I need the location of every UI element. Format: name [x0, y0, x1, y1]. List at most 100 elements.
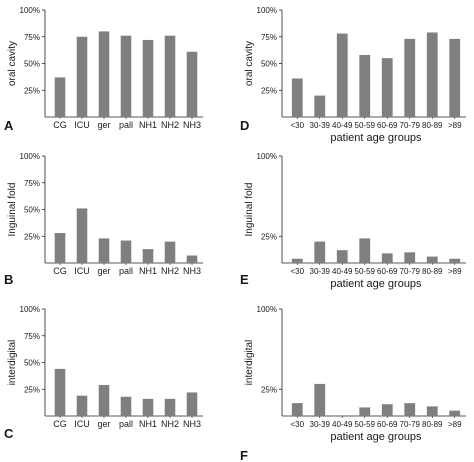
x-tick-label: NH2	[161, 419, 179, 429]
x-tick-label: <30	[290, 420, 304, 429]
y-tick-label: 50%	[24, 359, 40, 368]
x-tick-label: >89	[448, 420, 462, 429]
x-tick-label: ger	[97, 120, 110, 130]
x-tick-label: >89	[448, 267, 462, 276]
chart-panel-c: 25% 50% 75% 100% CG ICU ger pall NH1 NH2 NH3 interd…	[4, 305, 203, 441]
y-tick-label: 100%	[20, 6, 40, 15]
y-axis-label: Inguinal fold	[7, 183, 18, 237]
bar-6	[186, 392, 198, 416]
x-tick-label: pall	[119, 120, 133, 130]
bar-7	[449, 410, 461, 416]
bar-4	[381, 404, 393, 416]
y-tick-label: 100%	[257, 305, 277, 314]
x-tick-label: NH3	[183, 419, 201, 429]
bar-0	[54, 233, 66, 263]
bar-3	[120, 35, 132, 117]
bar-1	[314, 383, 326, 416]
y-axis-label: interdigital	[7, 340, 18, 386]
bar-5	[164, 35, 176, 117]
y-axis-label: oral cavity	[7, 41, 18, 86]
x-tick-label: 40-49	[332, 420, 353, 429]
x-tick-label: 80-89	[422, 121, 443, 130]
x-tick-label: NH3	[183, 120, 201, 130]
y-tick-label: 75%	[24, 33, 40, 42]
bar-6	[186, 51, 198, 118]
y-tick-label: 25%	[261, 232, 277, 241]
x-tick-label: CG	[53, 120, 67, 130]
panel-label: B	[4, 272, 13, 287]
bar-3	[359, 407, 371, 416]
y-tick-label: 50%	[261, 60, 277, 69]
x-tick-label: 60-69	[377, 121, 398, 130]
bar-3	[120, 396, 132, 416]
bar-2	[336, 33, 348, 117]
x-tick-label: CG	[53, 419, 67, 429]
panel-label: D	[240, 118, 249, 133]
x-tick-label: 30-39	[310, 121, 331, 130]
bar-2	[98, 238, 110, 263]
y-tick-label: 25%	[24, 86, 40, 95]
bar-0	[291, 403, 303, 416]
x-tick-label: >89	[448, 121, 462, 130]
bar-4	[381, 253, 393, 263]
x-tick-label: ICU	[74, 419, 90, 429]
bar-0	[54, 77, 66, 117]
x-tick-label: 50-59	[355, 121, 376, 130]
x-tick-label: 40-49	[332, 267, 353, 276]
y-axis-label: oral cavity	[244, 41, 255, 86]
bar-3	[359, 54, 371, 117]
bar-1	[76, 36, 88, 117]
chart-panel-a: 25% 50% 75% 100% CG ICU ger pall NH1 NH2 NH3 oral c…	[4, 6, 203, 133]
chart-panel-b: 25% 50% 75% 100% CG ICU ger pall NH1 NH2 NH3 Inguin…	[4, 152, 203, 287]
bar-7	[449, 38, 461, 117]
bar-4	[142, 249, 154, 263]
x-tick-label: 80-89	[422, 267, 443, 276]
bar-5	[404, 403, 416, 416]
x-tick-label: NH1	[139, 266, 157, 276]
y-tick-label: 75%	[24, 332, 40, 341]
bar-6	[426, 256, 438, 263]
panel-label: E	[240, 272, 249, 287]
bar-6	[426, 32, 438, 117]
bar-0	[291, 258, 303, 263]
x-tick-label: NH3	[183, 266, 201, 276]
x-tick-label: 70-79	[400, 121, 421, 130]
x-tick-label: 50-59	[355, 267, 376, 276]
x-tick-label: <30	[290, 267, 304, 276]
chart-panel-e: 25% 100% <30 30-39 40-49 50-59 60-69 70-79 80-89…	[240, 152, 466, 290]
bar-1	[76, 395, 88, 416]
bar-4	[142, 39, 154, 117]
bar-5	[404, 252, 416, 263]
x-tick-label: pall	[119, 419, 133, 429]
y-tick-label: 75%	[261, 33, 277, 42]
x-tick-label: ICU	[74, 120, 90, 130]
bar-4	[142, 398, 154, 416]
x-tick-label: 80-89	[422, 420, 443, 429]
x-tick-label: 60-69	[377, 267, 398, 276]
x-axis-label: patient age groups	[330, 431, 422, 443]
x-tick-label: CG	[53, 266, 67, 276]
y-tick-label: 100%	[20, 305, 40, 314]
y-tick-label: 50%	[24, 206, 40, 215]
bar-1	[76, 208, 88, 263]
bar-5	[164, 241, 176, 263]
x-tick-label: <30	[290, 121, 304, 130]
x-tick-label: 60-69	[377, 420, 398, 429]
bar-3	[120, 240, 132, 263]
bar-5	[404, 38, 416, 117]
x-tick-label: 70-79	[400, 420, 421, 429]
bar-2	[98, 384, 110, 416]
bar-3	[359, 238, 371, 263]
x-axis-label: patient age groups	[330, 132, 422, 144]
x-tick-label: ger	[97, 266, 110, 276]
y-tick-label: 100%	[20, 152, 40, 161]
y-tick-label: 25%	[24, 232, 40, 241]
bar-6	[186, 255, 198, 263]
bar-7	[449, 258, 461, 263]
bar-5	[164, 398, 176, 416]
y-tick-label: 25%	[261, 86, 277, 95]
x-tick-label: 30-39	[310, 267, 331, 276]
bar-6	[426, 406, 438, 416]
bar-0	[54, 368, 66, 416]
